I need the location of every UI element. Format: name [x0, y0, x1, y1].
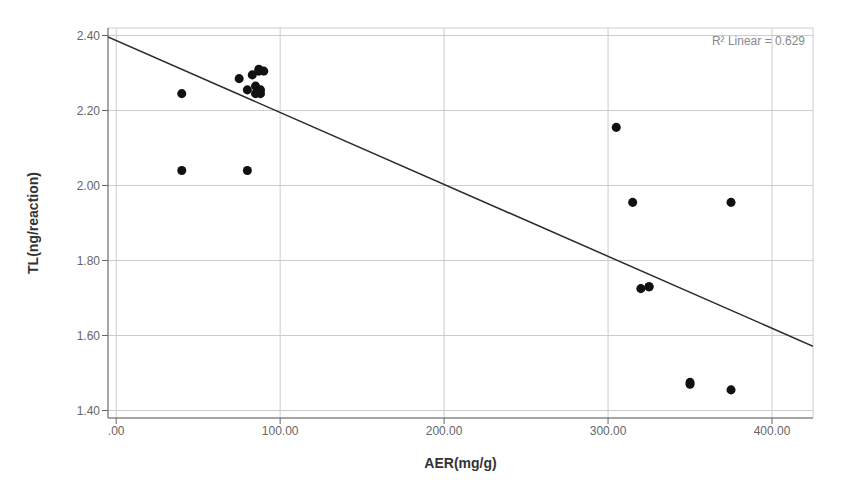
svg-text:1.80: 1.80 — [77, 254, 101, 268]
svg-text:400.00: 400.00 — [754, 424, 791, 438]
svg-text:1.60: 1.60 — [77, 329, 101, 343]
svg-text:300.00: 300.00 — [590, 424, 627, 438]
svg-text:100.00: 100.00 — [262, 424, 299, 438]
html-text:R² Linear = 0.629: R² Linear = 0.629 — [711, 34, 805, 48]
svg-text:2.40: 2.40 — [77, 29, 101, 43]
svg-text:1.40: 1.40 — [77, 404, 101, 418]
svg-text:200.00: 200.00 — [426, 424, 463, 438]
svg-text:2.00: 2.00 — [77, 179, 101, 193]
svg-text:TL(ng/reaction): TL(ng/reaction) — [25, 172, 41, 274]
svg-text:AER(mg/g): AER(mg/g) — [424, 455, 496, 471]
svg-text:.00: .00 — [108, 424, 125, 438]
svg-text:2.20: 2.20 — [77, 104, 101, 118]
